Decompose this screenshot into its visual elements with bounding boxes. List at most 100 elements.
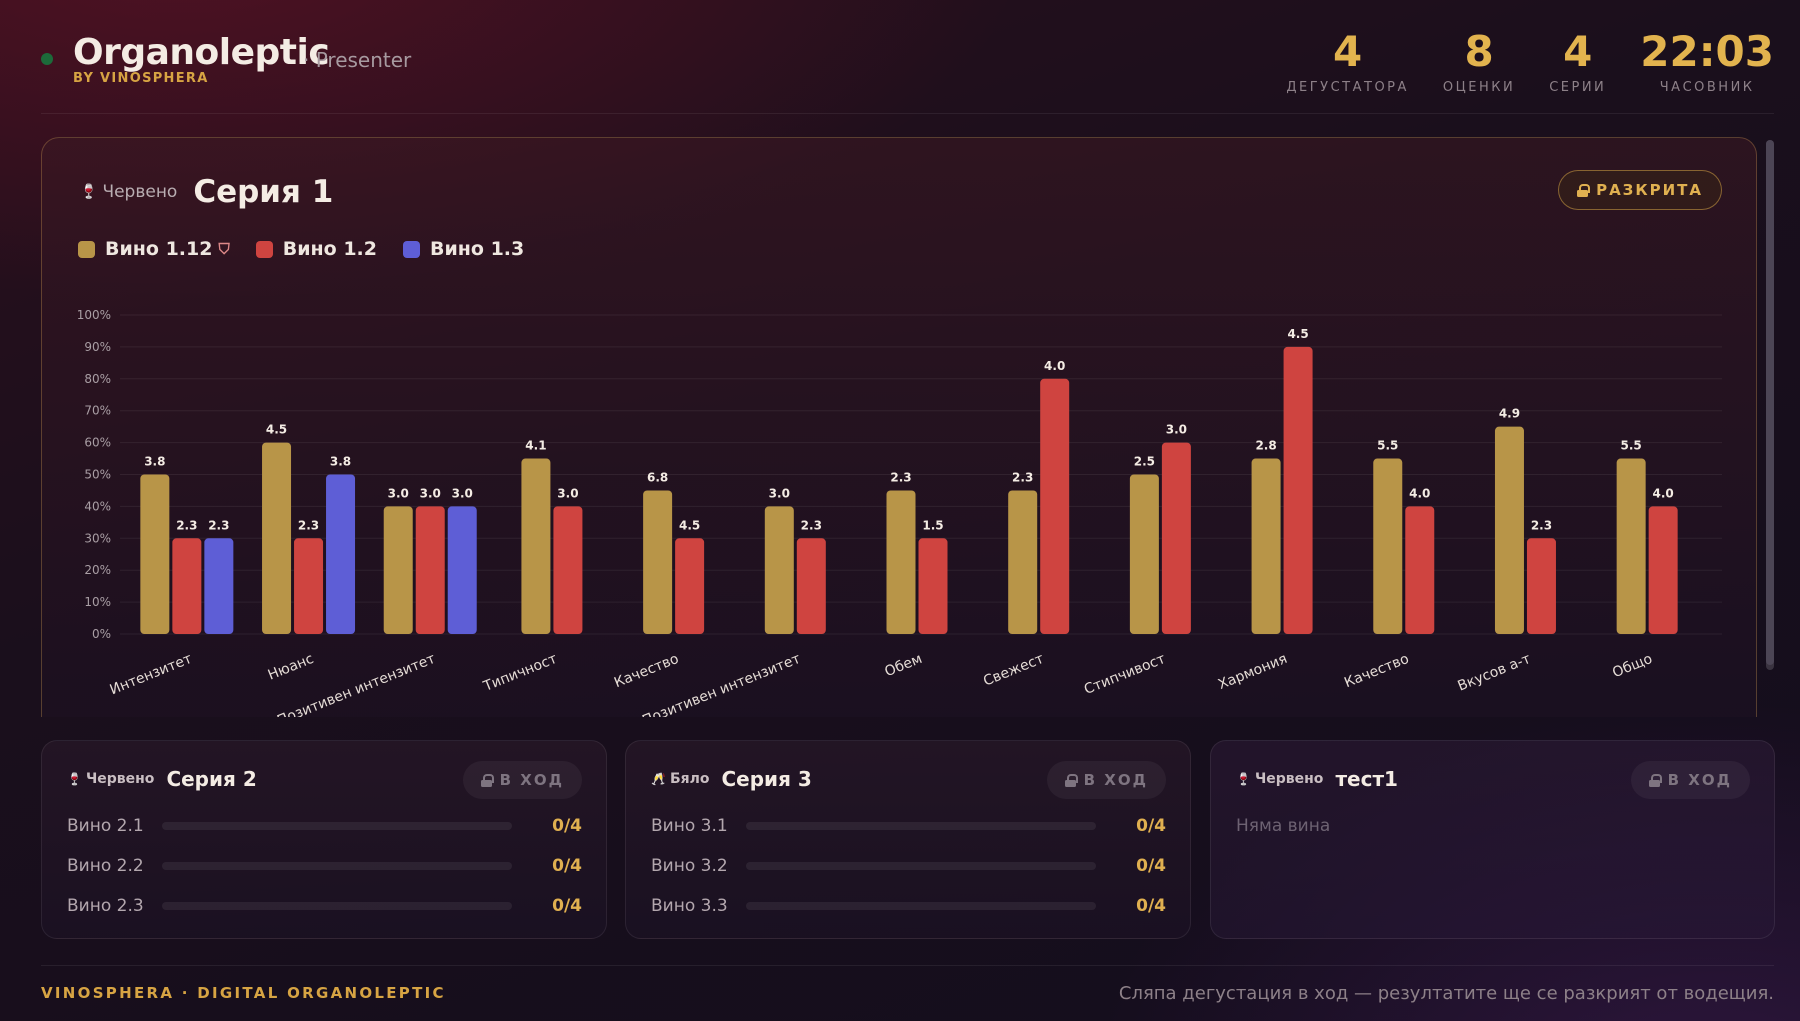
wine-row: Вино 3.2 0/4 <box>651 854 1166 878</box>
brand-name: Organoleptic <box>73 32 330 73</box>
legend-label: Вино 1.2 <box>282 238 377 260</box>
chart-bar <box>1616 458 1646 634</box>
shield-icon: ⛉ <box>218 240 230 258</box>
legend-swatch <box>402 240 420 258</box>
chart-bar <box>262 442 292 634</box>
chart-bar <box>383 506 413 634</box>
wine-row: Вино 2.1 0/4 <box>67 814 582 838</box>
header: Organoleptic BY VINOSPHERA · Presenter 4… <box>41 28 1774 114</box>
legend-swatch <box>78 240 95 258</box>
live-status-dot <box>41 53 53 65</box>
chart-bar <box>796 538 826 634</box>
chart-bar <box>918 538 948 634</box>
wine-type-tag: 🍷 Червено <box>80 182 177 202</box>
y-tick-label: 60% <box>84 436 111 450</box>
chart-bar <box>294 538 324 634</box>
main-series-card: 🍷 Червено Серия 1 РАЗКРИТА Вино 1.12 ⛉ В… <box>41 137 1757 717</box>
chart-bar <box>675 538 705 634</box>
chart-bar <box>643 490 673 634</box>
wine-progress-bar <box>162 862 513 870</box>
chart-bar <box>886 490 916 634</box>
bar-value-label: 4.0 <box>1044 359 1065 373</box>
wine-row: Вино 3.1 0/4 <box>651 814 1166 838</box>
series-card-2[interactable]: 🍷 Червено Серия 2 В ХОД Вино 2.1 0/4 Вин… <box>41 740 607 939</box>
chart-bar <box>1494 426 1524 634</box>
brand-logo: Organoleptic BY VINOSPHERA <box>73 32 330 86</box>
x-tick-label: Хармония <box>1216 651 1290 693</box>
series-card-test1[interactable]: 🍷 Червено тест1 В ХОД Няма вина <box>1210 740 1775 939</box>
wine-name: Вино 2.3 <box>67 896 144 916</box>
in-progress-status-button[interactable]: В ХОД <box>1046 761 1166 799</box>
bar-value-label: 4.5 <box>1287 327 1308 341</box>
wine-score: 0/4 <box>552 896 582 916</box>
wine-progress-bar <box>746 822 1097 830</box>
wine-name: Вино 3.1 <box>651 816 728 836</box>
in-progress-status-button[interactable]: В ХОД <box>462 761 582 799</box>
x-tick-label: Общо <box>1610 651 1654 681</box>
bar-value-label: 3.0 <box>557 486 578 500</box>
chart-bar <box>1373 458 1403 634</box>
scrollbar[interactable] <box>1766 140 1774 670</box>
y-tick-label: 0% <box>92 627 111 641</box>
chart-bar <box>1405 506 1435 634</box>
wine-name: Вино 2.2 <box>67 856 144 876</box>
wine-type-label: Червено <box>85 771 155 787</box>
wine-type-tag: 🍷 Червено <box>1236 771 1323 787</box>
bar-value-label: 4.0 <box>1653 486 1674 500</box>
y-tick-label: 30% <box>84 531 111 545</box>
bar-value-label: 4.0 <box>1409 486 1430 500</box>
x-tick-label: Интензитет <box>108 651 195 698</box>
series-title: Серия 3 <box>721 767 812 791</box>
bar-value-label: 2.3 <box>176 518 197 532</box>
footer-brand: VINOSPHERA · DIGITAL ORGANOLEPTIC <box>41 984 446 1002</box>
chart-bar <box>204 538 234 634</box>
chart-bar <box>1129 474 1159 634</box>
bar-value-label: 4.1 <box>525 439 546 453</box>
bar-value-label: 3.8 <box>144 455 165 469</box>
scrollbar-thumb[interactable] <box>1766 140 1774 665</box>
wine-type-label: Бяло <box>669 771 710 787</box>
bar-value-label: 2.3 <box>298 518 319 532</box>
chart-bar <box>1283 346 1313 634</box>
chart-bar <box>326 474 356 634</box>
footer-divider <box>41 965 1774 966</box>
chart-bar <box>447 506 477 634</box>
series-title: Серия 2 <box>166 767 257 791</box>
x-tick-label: Качество <box>612 651 681 691</box>
bar-value-label: 2.3 <box>801 518 822 532</box>
x-tick-label: Обем <box>883 651 925 680</box>
wine-score: 0/4 <box>1136 816 1166 836</box>
x-tick-label: Свежест <box>981 651 1046 690</box>
wine-score: 0/4 <box>552 856 582 876</box>
stat-value: 4 <box>1333 27 1363 76</box>
series-card-3[interactable]: 🥂 Бяло Серия 3 В ХОД Вино 3.1 0/4 Вино 3… <box>625 740 1191 939</box>
x-tick-label: Нюанс <box>266 651 316 684</box>
wine-row: Вино 2.2 0/4 <box>67 854 582 878</box>
y-tick-label: 80% <box>84 372 111 386</box>
bar-value-label: 2.8 <box>1255 439 1276 453</box>
status-label: В ХОД <box>1083 771 1148 789</box>
wine-progress-bar <box>746 862 1097 870</box>
role-label: · Presenter <box>303 48 412 72</box>
chart-bar <box>1526 538 1556 634</box>
bar-chart: 0% 10% 20% 30% 40% 50% 60% 70% 80% 90% 100% 3.8 2.3 2… <box>77 308 1722 717</box>
stat-clock: 22:03 ЧАСОВНИК <box>1640 28 1774 96</box>
lock-icon <box>1064 773 1078 787</box>
wine-type-label: Червено <box>1254 771 1324 787</box>
legend-swatch <box>255 240 273 258</box>
bar-value-label: 2.3 <box>890 470 911 484</box>
bar-value-label: 3.0 <box>1166 423 1187 437</box>
legend-item: Вино 1.3 <box>402 238 525 260</box>
wine-row: Вино 2.3 0/4 <box>67 894 582 918</box>
stat-label: ДЕГУСТАТОРА <box>1286 80 1409 95</box>
legend-label: Вино 1.3 <box>429 238 525 260</box>
footer-status-message: Сляпа дегустация в ход — резултатите ще … <box>1118 983 1774 1004</box>
bar-value-label: 4.5 <box>679 518 700 532</box>
bar-value-label: 4.9 <box>1499 407 1520 421</box>
chart-bar <box>1648 506 1678 634</box>
in-progress-status-button[interactable]: В ХОД <box>1630 761 1750 799</box>
revealed-status-button[interactable]: РАЗКРИТА <box>1558 170 1722 210</box>
x-tick-label: Качество <box>1342 651 1411 691</box>
wine-type-tag: 🍷 Червено <box>67 771 154 787</box>
bar-value-label: 3.8 <box>330 455 351 469</box>
